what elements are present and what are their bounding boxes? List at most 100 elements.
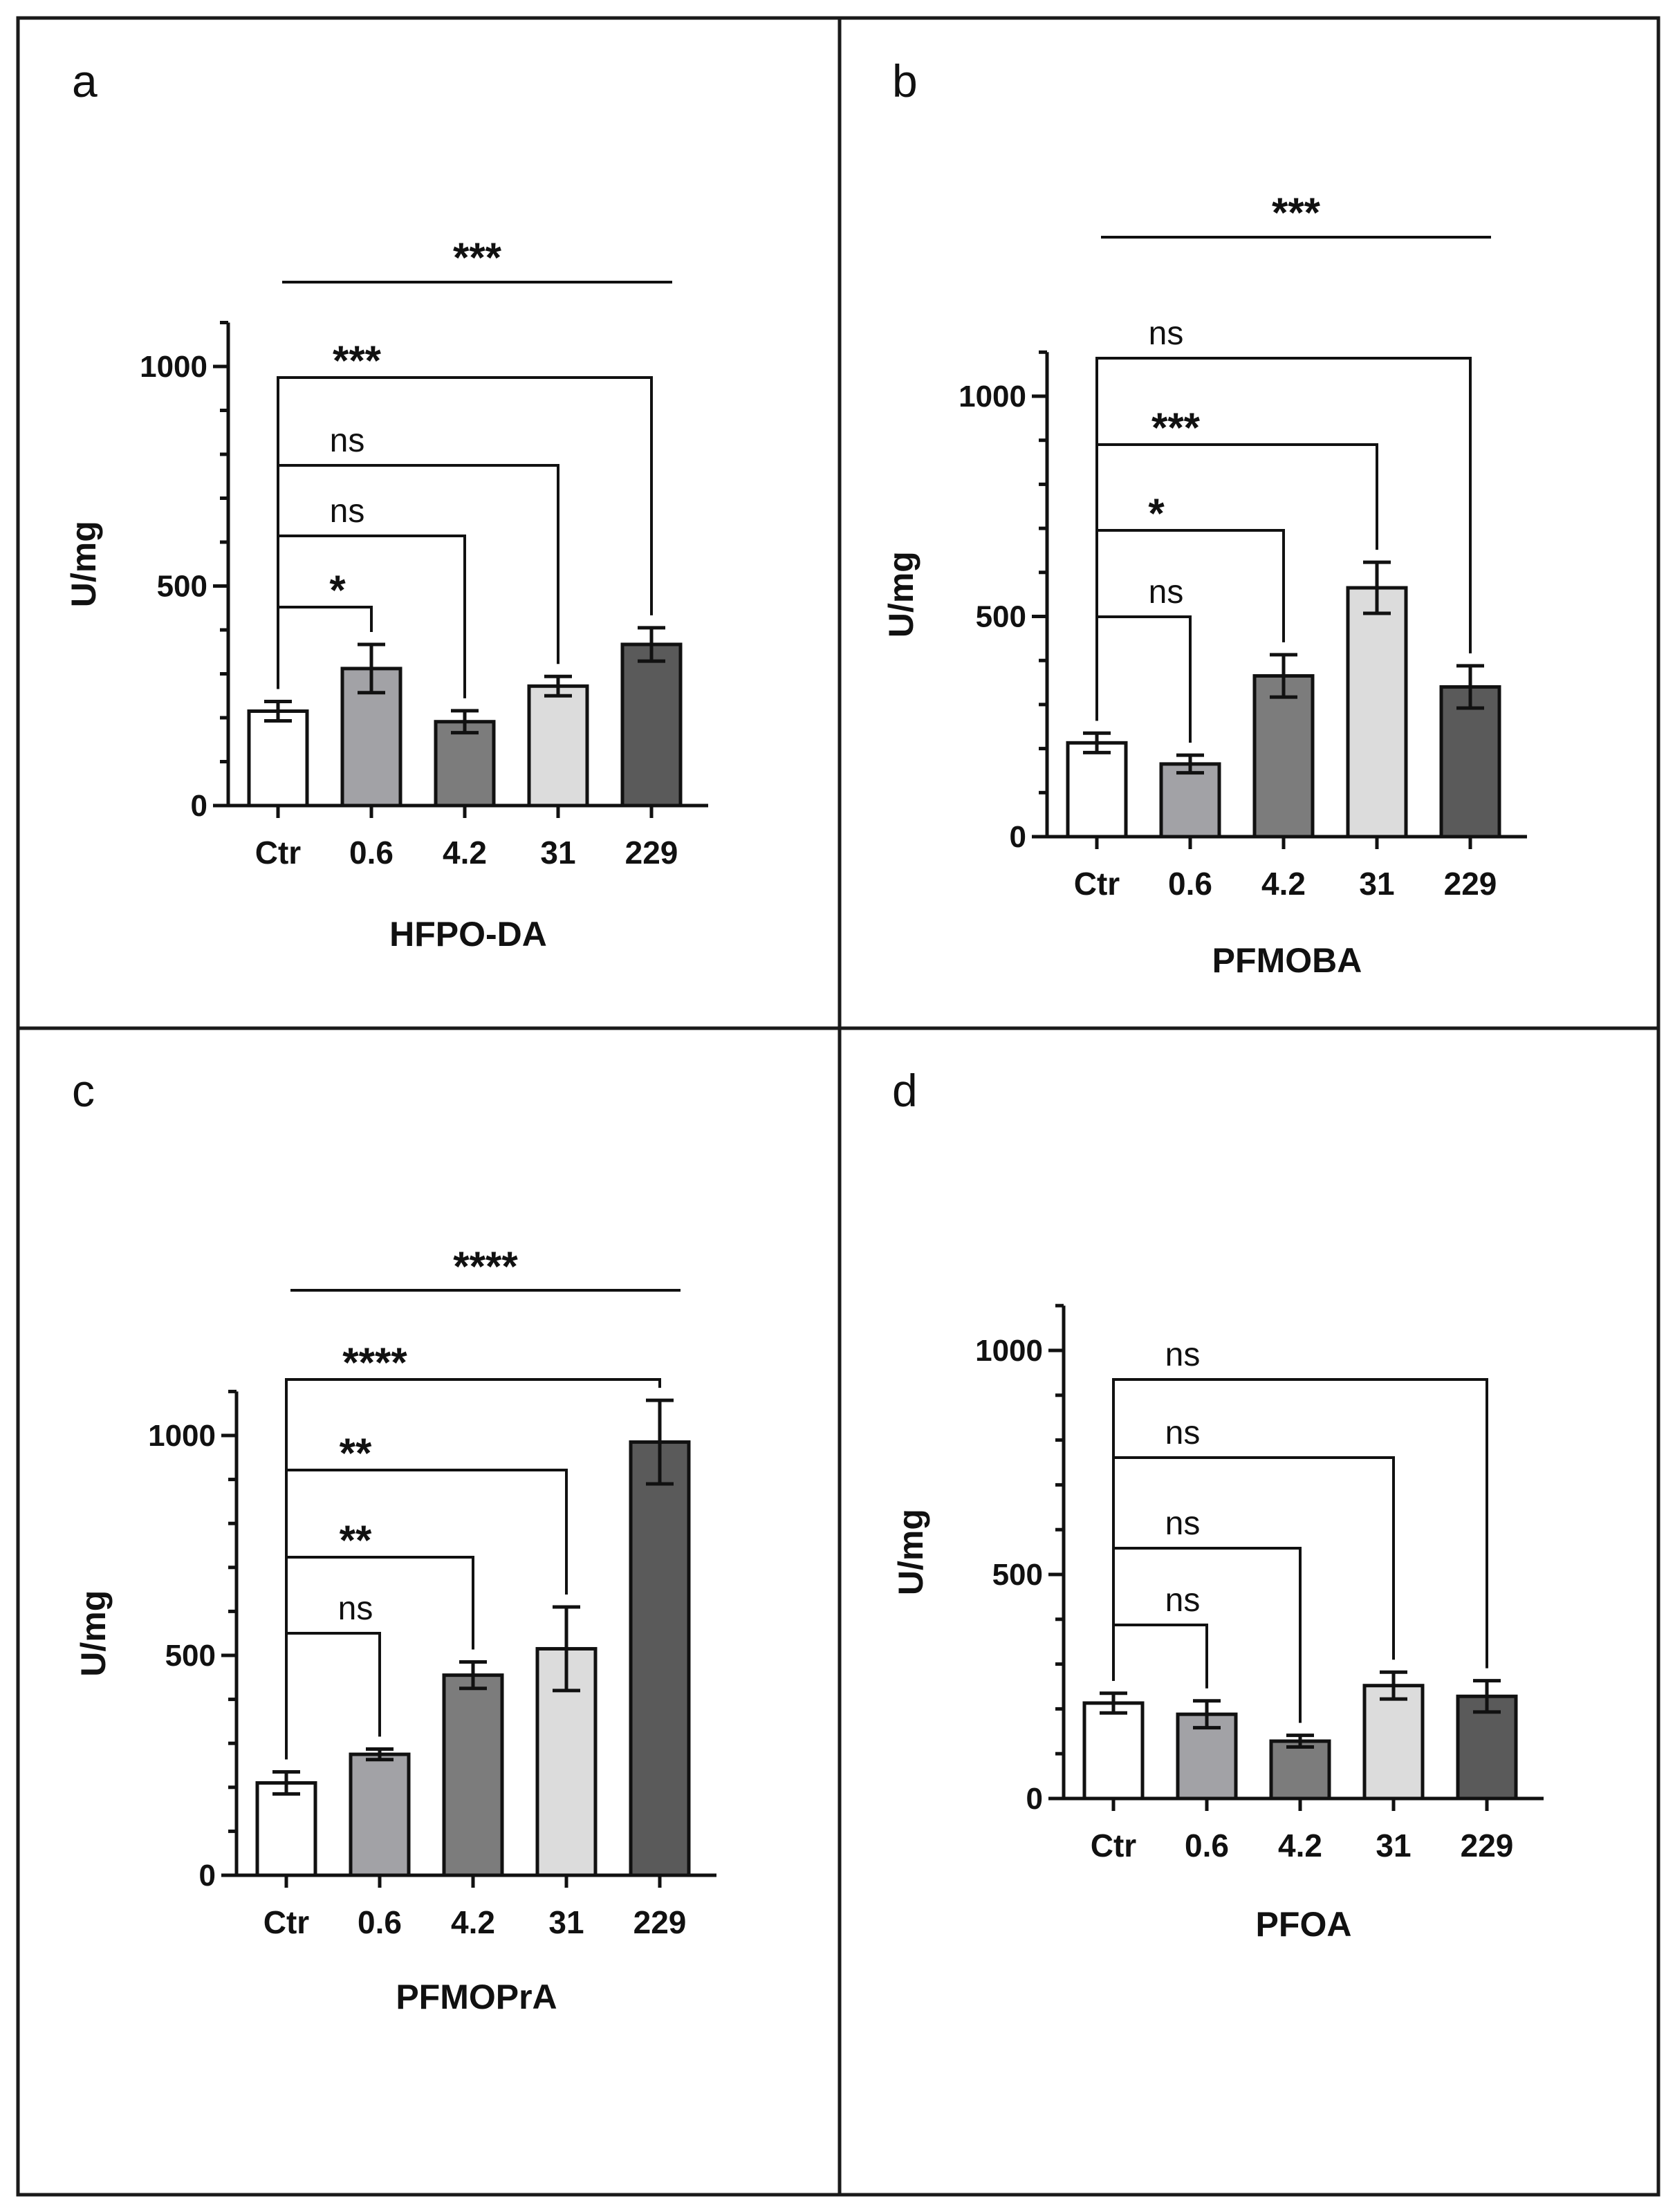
x-tick-label: 31	[548, 1904, 584, 1940]
bar-Ctr	[247, 709, 309, 808]
comparison-bracket	[1095, 443, 1378, 721]
panel-letter-d: d	[892, 1065, 918, 1116]
trend-significance-label: ****	[453, 1243, 518, 1290]
y-tick-label: 1000	[959, 380, 1026, 413]
error-bar-Ctr	[1083, 731, 1111, 754]
comparison-bracket	[285, 1469, 568, 1760]
panel-d: d 0 500 1000 U/mg Ctr 0.6 4.2 31 229 PFOA ns ns ns ns	[891, 1065, 1544, 1944]
x-axis-label: PFMOPrA	[396, 1978, 557, 2016]
y-tick-label: 1000	[140, 350, 207, 384]
error-bar-229	[638, 626, 665, 663]
x-tick-label: 4.2	[451, 1904, 495, 1940]
error-bar-229	[646, 1398, 674, 1486]
y-tick-label: 500	[992, 1558, 1043, 1592]
comparison-bracket	[277, 464, 559, 689]
significance-label: **	[340, 1430, 372, 1476]
bar-31	[527, 684, 589, 808]
significance-label: ns	[338, 1590, 373, 1627]
x-tick-label: 31	[1359, 866, 1394, 902]
error-bar-4.2	[451, 709, 479, 735]
x-tick-label: 229	[625, 835, 678, 871]
bar-Ctr	[1066, 741, 1128, 839]
error-bar-Ctr	[1100, 1691, 1127, 1715]
y-tick-label: 0	[1010, 820, 1026, 854]
x-tick-label: Ctr	[255, 835, 302, 871]
trend-significance-label: ***	[1272, 189, 1321, 236]
error-bar-4.2	[1286, 1734, 1314, 1749]
x-tick-label: Ctr	[263, 1904, 310, 1940]
bar-0.6	[349, 1752, 411, 1877]
comparison-bracket	[277, 376, 653, 689]
panel-letter-a: a	[72, 55, 98, 106]
bar-4.2	[1269, 1739, 1331, 1801]
x-tick-label: 0.6	[1168, 866, 1212, 902]
comparison-bracket	[1112, 1456, 1395, 1681]
error-bar-0.6	[366, 1747, 394, 1762]
bar-4.2	[1252, 673, 1315, 839]
x-tick-label: 229	[1444, 866, 1497, 902]
x-axis-label: PFOA	[1256, 1905, 1352, 1944]
x-tick-label: 229	[1461, 1828, 1514, 1864]
chart-a: 0 500 1000 U/mg Ctr 0.6 4.2 31 229 HFPO-DA * ns ns **…	[64, 234, 708, 954]
bar-4.2	[442, 1673, 504, 1877]
error-bar-229	[1456, 664, 1484, 710]
bar-229	[629, 1440, 691, 1877]
significance-label: ns	[1165, 1582, 1201, 1619]
significance-label: ****	[342, 1339, 407, 1386]
comparison-bracket	[1112, 1378, 1488, 1681]
x-tick-label: 31	[540, 835, 575, 871]
significance-label: **	[340, 1517, 372, 1563]
x-tick-label: 4.2	[1261, 866, 1306, 902]
y-tick-label: 1000	[148, 1419, 216, 1453]
chart-d: 0 500 1000 U/mg Ctr 0.6 4.2 31 229 PFOA ns ns ns ns	[891, 1303, 1544, 1944]
x-tick-label: 4.2	[443, 835, 487, 871]
y-axis-label: U/mg	[64, 521, 103, 607]
error-bar-0.6	[358, 642, 385, 695]
error-bar-Ctr	[264, 700, 292, 723]
x-tick-label: 229	[633, 1904, 687, 1940]
significance-label: ***	[1151, 405, 1201, 451]
bar-Ctr	[255, 1781, 317, 1877]
comparison-bracket	[285, 1632, 381, 1760]
bar-Ctr	[1082, 1701, 1145, 1801]
y-axis-label: U/mg	[882, 551, 920, 638]
significance-label: ns	[1149, 315, 1184, 352]
x-tick-label: 4.2	[1278, 1828, 1322, 1864]
x-tick-label: 0.6	[358, 1904, 402, 1940]
y-axis-label: U/mg	[891, 1509, 930, 1595]
y-tick-label: 500	[165, 1639, 216, 1673]
comparison-bracket	[1095, 357, 1472, 721]
bar-229	[620, 642, 683, 808]
significance-label: ns	[1165, 1505, 1201, 1542]
significance-label: *	[1148, 490, 1165, 537]
y-tick-label: 0	[191, 789, 207, 823]
trend-significance-label: ***	[453, 234, 502, 281]
significance-label: ns	[1165, 1415, 1201, 1451]
y-tick-label: 0	[199, 1859, 216, 1893]
significance-label: ns	[1149, 574, 1184, 611]
y-tick-label: 0	[1026, 1782, 1043, 1816]
x-axis-label: PFMOBA	[1212, 941, 1362, 980]
x-axis-label: HFPO-DA	[389, 915, 547, 954]
bar-31	[1346, 586, 1408, 839]
x-tick-label: 0.6	[349, 835, 394, 871]
comparison-bracket	[285, 1378, 661, 1760]
comparison-bracket	[1095, 615, 1192, 743]
error-bar-31	[544, 674, 572, 698]
significance-label: ns	[1165, 1337, 1201, 1373]
y-axis-label: U/mg	[74, 1590, 113, 1677]
y-tick-label: 1000	[975, 1334, 1043, 1368]
error-bar-4.2	[1270, 653, 1297, 699]
panel-letter-c: c	[72, 1065, 95, 1116]
panel-letter-b: b	[892, 55, 918, 106]
significance-label: ***	[333, 337, 382, 384]
x-tick-label: 0.6	[1185, 1828, 1229, 1864]
error-bar-Ctr	[272, 1770, 300, 1796]
x-tick-label: Ctr	[1074, 866, 1120, 902]
bar-229	[1439, 685, 1501, 839]
y-tick-label: 500	[976, 600, 1026, 634]
